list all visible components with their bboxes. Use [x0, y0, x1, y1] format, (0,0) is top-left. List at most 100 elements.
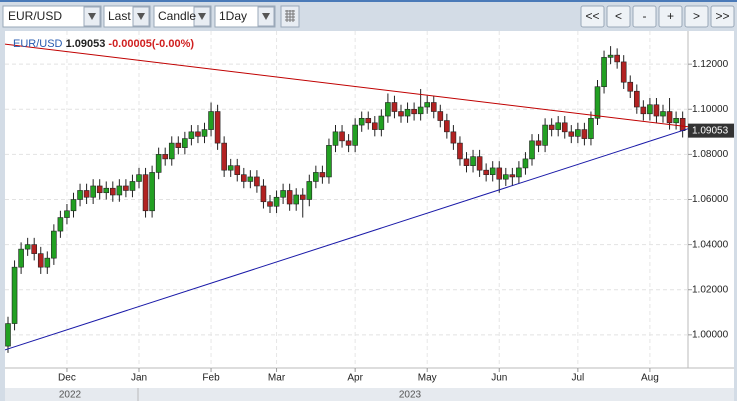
candle-body [110, 187, 116, 196]
candle-body [254, 176, 260, 187]
candle-body [666, 111, 673, 124]
candle-body [57, 217, 64, 232]
candle-body [470, 156, 476, 166]
x-tick-label: Feb [202, 373, 220, 384]
y-tick-label: 1.08000 [692, 149, 729, 160]
x-tick-label: Aug [641, 373, 659, 384]
candle-body [516, 167, 522, 178]
last-price-label: 1.09053 [692, 125, 729, 136]
candle-body [620, 61, 627, 83]
candle-body [575, 129, 581, 137]
candle-body [293, 194, 300, 205]
x-axis-area [5, 368, 734, 388]
candle-body [627, 81, 634, 92]
nav-button[interactable] [684, 5, 709, 28]
candle-body [463, 158, 470, 166]
year-label: 2023 [399, 390, 422, 401]
candle-body [653, 104, 660, 117]
nav-button[interactable] [658, 5, 683, 28]
toolbar: EUR/USD Last Candle 1Day [2, 5, 300, 28]
candle-body [90, 185, 96, 198]
dropdown-arrow [137, 13, 145, 20]
candle-body [607, 54, 614, 58]
nav-button-text: - [643, 9, 647, 23]
candle-body [633, 90, 640, 108]
candle-body [44, 257, 51, 268]
legend-change: -0.00005(-0.00%) [108, 38, 194, 50]
candle-body [123, 185, 129, 191]
candle-body [588, 117, 594, 139]
candle-body [234, 165, 241, 175]
candle-body [306, 181, 313, 200]
candle-body [267, 201, 273, 207]
candle-body [548, 124, 555, 130]
trendline [5, 43, 688, 128]
nav-button[interactable] [606, 5, 631, 28]
candle-body [299, 194, 306, 200]
candle-body [417, 106, 424, 115]
candle-body [83, 190, 90, 198]
candle-body [555, 122, 562, 130]
legend-price: 1.09053 [66, 38, 106, 50]
candle-body [457, 142, 463, 160]
y-tick-label: 1.10000 [692, 104, 729, 115]
candle-body [398, 111, 404, 117]
candle-body [352, 124, 358, 146]
candle-body [142, 174, 149, 212]
legend: EUR/USD 1.09053 -0.00005(-0.00%) [13, 38, 194, 50]
candle-body [640, 106, 647, 115]
candle-body [378, 115, 385, 130]
candle-body [273, 196, 280, 207]
candle-body [391, 102, 398, 112]
candle-body [411, 108, 417, 115]
candle-body [444, 120, 450, 133]
candle-body [430, 102, 437, 112]
candle-body [326, 145, 332, 178]
candle-body [660, 111, 666, 117]
candle-body [476, 156, 483, 171]
candle-body [129, 181, 136, 191]
nav-button-text: << [585, 9, 599, 23]
candle-body [286, 190, 293, 205]
candle-body [247, 176, 254, 182]
candle-body [496, 167, 503, 180]
candle-body [208, 111, 214, 130]
year-strip [5, 388, 734, 401]
candle-body [24, 244, 31, 250]
candle-body [221, 142, 227, 171]
candle-body [37, 253, 44, 268]
candle-body [594, 86, 601, 119]
settings-icon [285, 10, 295, 22]
nav-button[interactable] [710, 5, 735, 28]
candle-body [365, 117, 372, 124]
candle-body [70, 199, 77, 212]
symbol-select[interactable] [2, 5, 102, 28]
candle-body [581, 129, 588, 139]
candle-body [679, 117, 686, 132]
candle-body [450, 131, 457, 144]
candle-body [673, 117, 679, 124]
candle-body [227, 165, 234, 171]
candle-body [149, 172, 155, 212]
candle-body [103, 187, 110, 194]
nav-button-text: > [693, 9, 700, 23]
y-tick-label: 1.06000 [692, 194, 729, 205]
x-tick-label: Jul [571, 373, 584, 384]
candle-body [201, 129, 208, 137]
candle-body [162, 154, 168, 160]
candle-body [77, 190, 83, 200]
candle-body [489, 167, 496, 175]
candle-body [155, 154, 162, 173]
chart-type-text: Candle [158, 9, 196, 23]
candle-body [502, 174, 509, 180]
nav-button-text: >> [715, 9, 729, 23]
candle-body [18, 248, 24, 268]
candle-body [614, 54, 620, 63]
nav-button[interactable] [580, 5, 605, 28]
candle-body [522, 158, 529, 169]
top-border [0, 0, 737, 2]
nav-button[interactable] [632, 5, 657, 28]
candle-body [647, 104, 653, 115]
dropdown-arrow [198, 13, 206, 20]
